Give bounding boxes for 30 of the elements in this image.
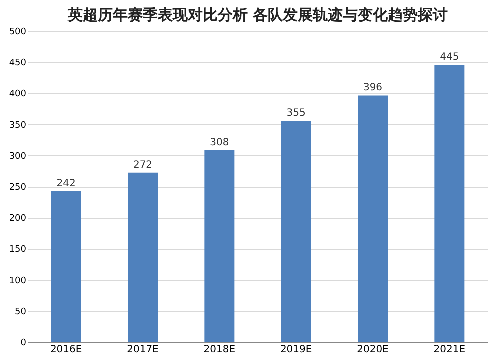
bar [358,96,388,342]
data-label: 445 [440,52,460,64]
bar [434,65,465,342]
data-label: 396 [363,82,383,94]
data-label: 272 [133,160,153,171]
y-tick-label: 300 [9,152,27,162]
x-tick-label: 2020E [357,344,389,356]
x-tick-label: 2018E [204,344,236,356]
y-tick-label: 450 [9,58,27,69]
y-tick-label: 100 [9,276,27,286]
x-tick-label: 2016E [50,344,82,356]
y-tick-label: 150 [9,245,27,256]
data-label: 355 [286,108,306,120]
y-tick-label: 500 [9,28,27,38]
x-tick-label: 2019E [280,344,312,356]
data-label: 242 [56,178,76,190]
x-tick-label: 2021E [434,344,466,356]
y-tick-label: 400 [9,90,27,100]
y-tick-label: 50 [15,307,27,318]
chart-title: 英超历年赛季表现对比分析 各队发展轨迹与变化趋势探讨 [66,6,448,24]
bar [204,150,235,342]
x-tick-label: 2017E [127,344,159,356]
bar [281,121,312,342]
y-tick-label: 0 [20,338,27,348]
bar [51,191,82,342]
y-tick-label: 350 [9,120,27,131]
bar [128,172,158,342]
y-tick-label: 200 [9,214,27,224]
data-label: 308 [210,137,230,148]
y-tick-label: 250 [9,183,27,193]
